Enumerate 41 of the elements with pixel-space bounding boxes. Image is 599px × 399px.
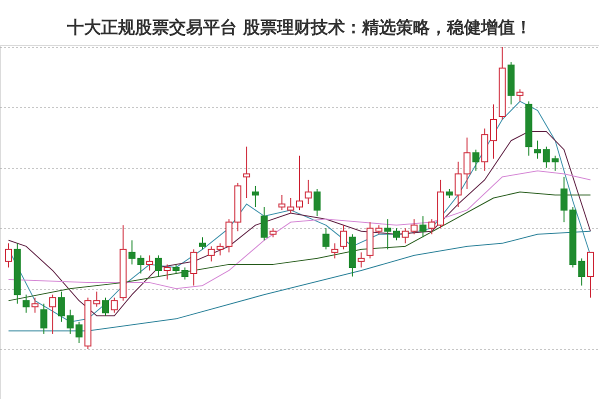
chart-title: 十大正规股票交易平台 股票理财技术：精选策略，稳健增值！: [66, 18, 532, 38]
candlestick: [384, 218, 392, 250]
candlestick: [375, 224, 382, 235]
candlestick: [199, 236, 206, 250]
candlestick: [534, 140, 542, 160]
candlestick: [304, 179, 312, 205]
candlestick: [560, 176, 568, 223]
candlestick: [31, 297, 38, 314]
candlestick: [358, 252, 365, 268]
candlestick: [314, 188, 321, 217]
candlestick: [464, 137, 471, 190]
candlestick: [446, 188, 453, 198]
candlestick: [252, 185, 259, 208]
candlestick: [516, 88, 524, 102]
candlestick: [243, 146, 250, 198]
candlestick: [22, 294, 30, 314]
candlestick: [49, 294, 56, 334]
candlestick: [322, 228, 330, 250]
candlestick: [419, 216, 426, 238]
candlestick: [490, 104, 497, 160]
candlestick: [110, 297, 118, 314]
candlestick: [5, 242, 12, 268]
candlestick: [181, 266, 188, 280]
candlestick: [392, 228, 400, 241]
candlestick: [137, 254, 144, 274]
candlestick: [76, 321, 83, 344]
candlestick: [190, 248, 198, 286]
candlestick: [164, 264, 171, 280]
candlestick: [172, 264, 180, 274]
candlestick: [128, 240, 136, 265]
candlestick: [40, 303, 48, 334]
candlestick: [270, 228, 277, 238]
candlestick: [102, 297, 110, 316]
candlestick: [472, 149, 480, 172]
candlestick: [340, 224, 348, 250]
candlestick: [260, 206, 268, 241]
candlestick: [146, 254, 154, 271]
candlestick: [296, 155, 303, 211]
candlestick: [454, 161, 462, 208]
candlestick: [331, 242, 338, 259]
candlestick: [154, 254, 162, 278]
